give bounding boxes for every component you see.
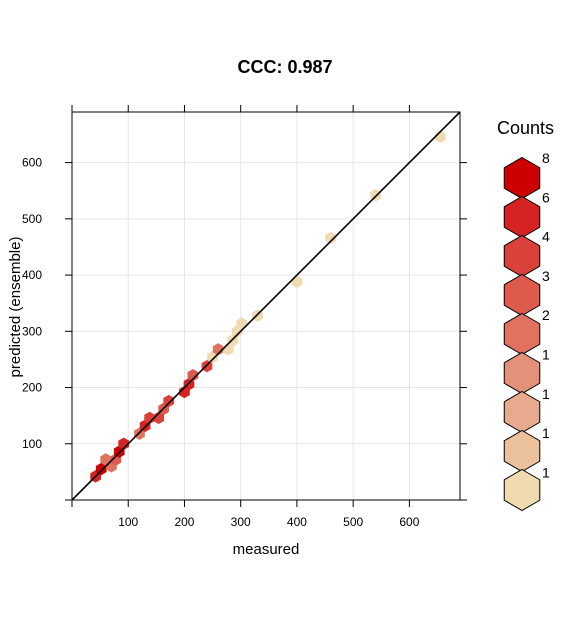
legend-key xyxy=(503,312,541,356)
legend-title: Counts xyxy=(497,118,554,138)
legend-key xyxy=(503,234,541,278)
plot-frame xyxy=(71,111,461,501)
identity-line xyxy=(71,111,461,501)
legend-label: 1 xyxy=(542,464,550,480)
legend-key xyxy=(503,351,541,395)
hexbin-cell xyxy=(163,394,175,408)
legend-label: 3 xyxy=(542,268,550,284)
x-tick-label: 500 xyxy=(343,515,363,529)
legend-label: 1 xyxy=(542,425,550,441)
y-tick-label: 400 xyxy=(22,268,42,282)
legend-key xyxy=(503,468,541,512)
legend-label: 1 xyxy=(542,347,550,363)
x-tick-label: 300 xyxy=(231,515,251,529)
y-tick-label: 600 xyxy=(22,156,42,170)
legend-label: 2 xyxy=(542,307,550,323)
hexbin-cell xyxy=(212,343,224,356)
legend-key xyxy=(503,390,541,434)
legend-keys: 8 6 4 3 2 1 1 1 1 xyxy=(503,150,550,512)
hexbin-cell xyxy=(291,275,303,289)
x-axis-label: measured xyxy=(233,541,300,558)
legend-label: 8 xyxy=(542,150,550,166)
hexbin-cell xyxy=(325,231,337,245)
legend-key xyxy=(503,195,541,239)
legend-key xyxy=(503,273,541,317)
chart-title: CCC: 0.987 xyxy=(237,57,332,77)
axis-ticks: 100 200 300 400 500 600 100 200 300 400 500 600 xyxy=(22,105,467,529)
legend-key xyxy=(503,429,541,473)
y-tick-label: 500 xyxy=(22,212,42,226)
legend-label: 4 xyxy=(542,229,550,245)
legend: Counts 8 6 4 3 2 1 1 1 1 xyxy=(497,118,554,512)
hexbin-cell xyxy=(153,411,164,425)
hexbin-cells xyxy=(90,130,446,483)
legend-key xyxy=(503,156,541,200)
hexbin-cell xyxy=(144,411,155,425)
x-tick-label: 200 xyxy=(174,515,194,529)
x-tick-label: 400 xyxy=(287,515,307,529)
x-tick-label: 100 xyxy=(118,515,138,529)
y-tick-label: 300 xyxy=(22,324,42,338)
y-tick-label: 100 xyxy=(22,437,42,451)
grid-lines xyxy=(72,112,460,500)
y-axis-label: predicted (ensemble) xyxy=(7,237,24,378)
y-tick-label: 200 xyxy=(22,381,42,395)
legend-label: 1 xyxy=(542,386,550,402)
hexbin-cell xyxy=(118,437,130,450)
hexbin-cell xyxy=(187,368,199,382)
hexbin-cell xyxy=(95,462,107,476)
hexbin-cell xyxy=(207,350,218,364)
legend-label: 6 xyxy=(542,189,550,205)
x-tick-label: 600 xyxy=(399,515,419,529)
